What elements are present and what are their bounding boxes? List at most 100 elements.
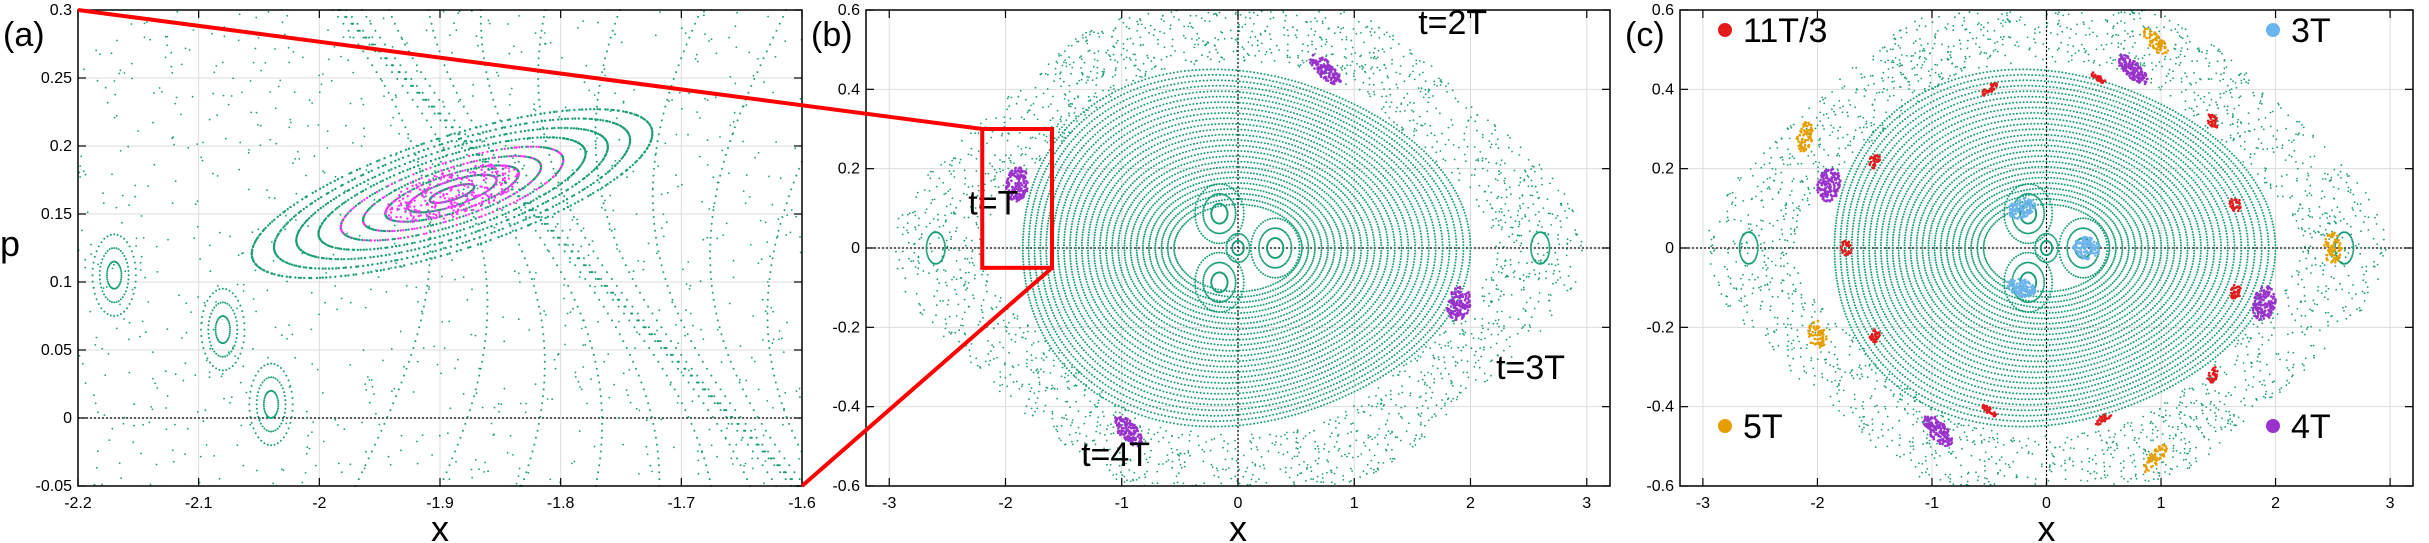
orbit-point bbox=[1274, 211, 1277, 214]
orbit-point bbox=[513, 208, 516, 211]
orbit-point bbox=[574, 376, 577, 378]
orbit-point bbox=[1311, 210, 1314, 213]
orbit-point bbox=[405, 220, 408, 223]
orbit-point bbox=[656, 450, 659, 453]
orbit-point bbox=[543, 347, 546, 349]
orbit-point bbox=[563, 195, 566, 198]
orbit-point bbox=[545, 136, 549, 139]
orbit-point bbox=[433, 236, 437, 240]
island-point bbox=[495, 183, 498, 186]
orbit-point bbox=[1217, 288, 1220, 291]
orbit-point bbox=[631, 163, 634, 167]
island-point bbox=[507, 177, 511, 180]
orbit-point bbox=[265, 377, 268, 380]
orbit-point bbox=[117, 300, 120, 303]
orbit-point bbox=[393, 242, 396, 245]
orbit-point bbox=[526, 193, 529, 197]
island-point bbox=[503, 190, 506, 193]
orbit-point bbox=[273, 363, 276, 366]
orbit-point bbox=[192, 29, 195, 31]
orbit-point bbox=[598, 108, 602, 111]
orbit-point bbox=[396, 78, 399, 80]
orbit-point bbox=[1272, 289, 1275, 292]
orbit-point bbox=[210, 312, 213, 315]
orbit-point bbox=[772, 338, 775, 341]
orbit-point bbox=[1312, 212, 1315, 215]
orbit-point bbox=[126, 261, 129, 264]
orbit-point bbox=[683, 326, 686, 329]
orbit-point bbox=[518, 138, 521, 141]
island-point bbox=[428, 212, 432, 215]
island-point bbox=[404, 201, 407, 204]
orbit-point bbox=[239, 352, 242, 355]
orbit-point bbox=[485, 326, 488, 329]
orbit-point bbox=[229, 330, 231, 333]
orbit-point bbox=[451, 457, 454, 460]
orbit-point bbox=[1160, 249, 1163, 252]
orbit-point bbox=[98, 274, 101, 277]
orbit-point bbox=[599, 457, 602, 460]
orbit-point bbox=[712, 205, 715, 208]
orbit-point bbox=[549, 478, 552, 481]
orbit-point bbox=[567, 284, 570, 287]
orbit-point bbox=[1299, 278, 1301, 281]
orbit-point bbox=[429, 166, 432, 169]
orbit-point bbox=[669, 383, 672, 386]
orbit-point bbox=[462, 162, 465, 166]
orbit-point bbox=[546, 229, 549, 232]
orbit-point bbox=[357, 257, 360, 260]
orbit-point bbox=[337, 267, 340, 270]
orbit-point bbox=[126, 307, 128, 310]
orbit-point bbox=[1191, 196, 1194, 199]
orbit-point bbox=[739, 378, 741, 381]
orbit-point bbox=[1293, 218, 1296, 221]
orbit-point bbox=[1264, 292, 1267, 295]
orbit-point bbox=[314, 190, 317, 193]
orbit-point bbox=[334, 187, 337, 191]
orbit-point bbox=[601, 422, 604, 425]
orbit-point bbox=[342, 36, 345, 38]
island-point bbox=[485, 177, 488, 180]
orbit-point bbox=[379, 78, 382, 80]
orbit-point bbox=[416, 360, 419, 363]
orbit-point bbox=[566, 126, 569, 130]
orbit-point bbox=[491, 122, 495, 125]
island-point bbox=[434, 213, 438, 217]
orbit-point bbox=[312, 421, 315, 423]
orbit-point bbox=[366, 164, 369, 167]
orbit-point bbox=[685, 309, 687, 312]
orbit-point bbox=[763, 482, 765, 485]
orbit-point bbox=[460, 147, 463, 149]
orbit-point bbox=[1177, 262, 1180, 265]
orbit-point bbox=[543, 222, 546, 225]
orbit-point bbox=[483, 220, 486, 224]
orbit-point bbox=[270, 430, 273, 433]
orbit-point bbox=[208, 316, 211, 319]
orbit-point bbox=[1164, 208, 1167, 211]
orbit-point bbox=[1263, 196, 1266, 199]
orbit-point bbox=[1172, 266, 1175, 269]
orbit-point bbox=[231, 292, 234, 295]
orbit-point bbox=[480, 29, 483, 32]
orbit-point bbox=[481, 360, 483, 363]
orbit-point bbox=[776, 388, 779, 391]
orbit-point bbox=[682, 50, 685, 53]
orbit-point bbox=[485, 123, 488, 127]
island-point bbox=[445, 192, 449, 196]
orbit-point bbox=[241, 310, 244, 313]
orbit-point bbox=[1205, 302, 1208, 305]
orbit-point bbox=[139, 269, 142, 271]
orbit-point bbox=[370, 379, 373, 381]
orbit-point bbox=[362, 50, 365, 53]
island-point bbox=[487, 199, 490, 203]
orbit-point bbox=[271, 272, 274, 275]
orbit-point bbox=[1259, 304, 1262, 307]
orbit-point bbox=[579, 148, 582, 151]
island-point bbox=[418, 188, 422, 191]
orbit-point bbox=[772, 457, 775, 460]
orbit-point bbox=[655, 152, 657, 155]
orbit-point bbox=[1309, 208, 1312, 211]
orbit-point bbox=[362, 103, 365, 106]
orbit-point bbox=[242, 290, 245, 292]
orbit-point bbox=[616, 15, 619, 18]
